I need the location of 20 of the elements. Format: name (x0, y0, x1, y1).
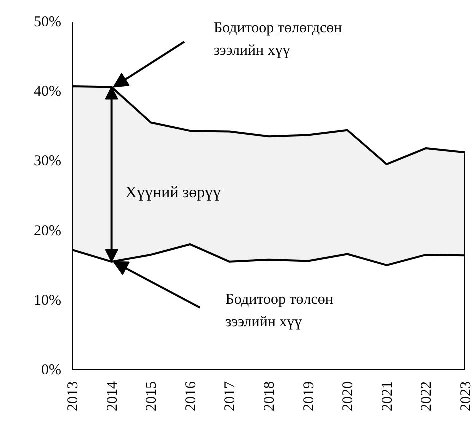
y-tick-label: 20% (34, 223, 62, 240)
x-tick-label: 2015 (144, 382, 160, 412)
x-tick-label: 2017 (222, 381, 239, 412)
annotation: Бодитоор төлсөн зээлийн хүү (226, 292, 334, 331)
y-tick-label: 40% (34, 84, 62, 100)
annotation: Бодитоор төлөгдсөн зээлийн хүү (214, 20, 342, 60)
y-tick-label: 30% (34, 154, 62, 170)
x-tick-label: 2020 (340, 382, 357, 412)
y-tick-label: 10% (34, 292, 62, 309)
x-tick-label: 2022 (419, 382, 436, 412)
x-tick-label: 2013 (66, 382, 82, 412)
y-tick-label: 50% (34, 14, 62, 30)
x-tick-label: 2014 (104, 381, 121, 412)
x-tick-label: 2019 (301, 382, 318, 412)
y-tick-label: 0% (42, 362, 62, 378)
x-tick-label: 2023 (458, 382, 474, 412)
annotation: Хүүний зөрүү (126, 184, 222, 202)
x-tick-label: 2016 (183, 381, 200, 412)
x-tick-label: 2018 (262, 382, 278, 412)
x-tick-label: 2021 (380, 382, 396, 412)
